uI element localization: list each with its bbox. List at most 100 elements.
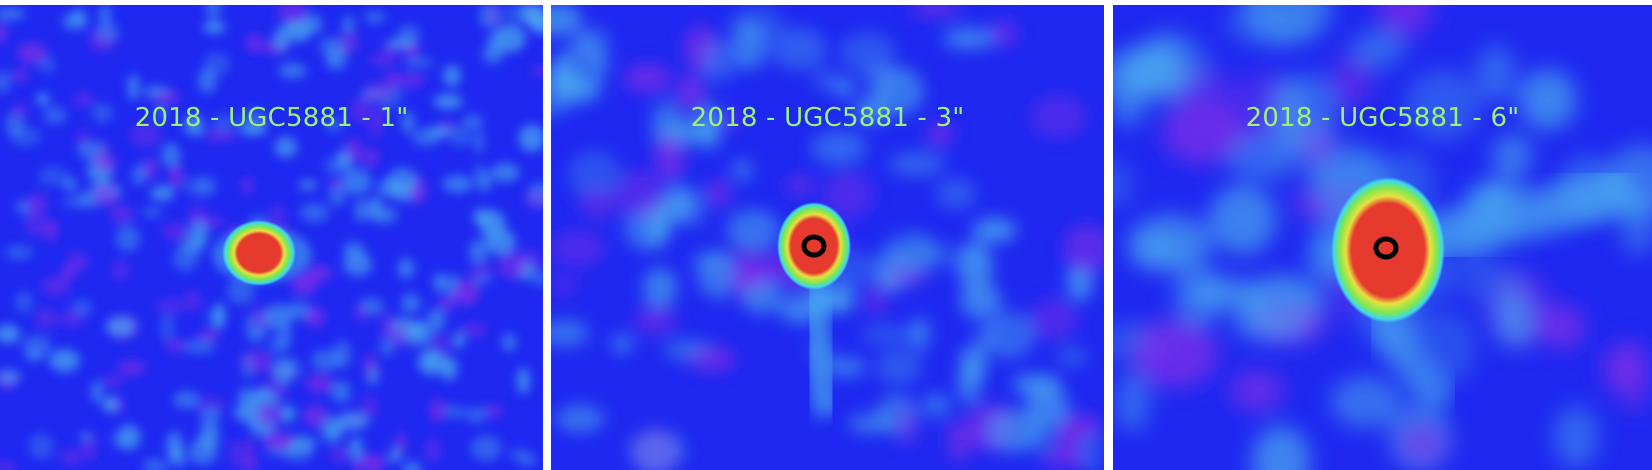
noise-blob-purple <box>1162 101 1243 165</box>
noise-blob-purple <box>909 5 963 18</box>
noise-blob-light <box>335 410 367 432</box>
noise-blob-light <box>281 404 296 423</box>
noise-blob-purple <box>362 148 380 168</box>
noise-blob-light <box>677 187 706 227</box>
noise-blob-light <box>1518 69 1578 131</box>
noise-blob-purple <box>361 395 378 418</box>
noise-blob-purple <box>706 179 732 207</box>
noise-blob-purple <box>738 261 771 288</box>
noise-blob-purple <box>551 276 577 295</box>
noise-blob-purple <box>453 279 480 307</box>
noise-blob-light <box>127 73 140 101</box>
noise-blob-light <box>142 458 168 470</box>
noise-blob-light <box>417 349 446 376</box>
noise-blob-purple <box>394 72 425 88</box>
noise-blob-purple <box>17 42 48 65</box>
noise-blob-purple <box>615 169 665 219</box>
noise-blob-purple <box>151 93 181 105</box>
noise-blob-light <box>10 126 41 147</box>
noise-blob-purple <box>0 460 17 470</box>
noise-blob-purple <box>524 189 543 209</box>
noise-blob-light <box>1025 385 1069 429</box>
noise-blob-purple <box>370 105 388 125</box>
noise-blob-light <box>404 57 435 68</box>
noise-blob-light <box>465 406 487 424</box>
noise-blob-light <box>936 178 977 210</box>
noise-blob-light <box>1233 309 1306 341</box>
noise-blob-light <box>959 344 988 383</box>
noise-blob-light <box>875 349 923 385</box>
noise-blob-light <box>610 333 634 354</box>
noise-blob-purple <box>484 404 503 418</box>
noise-blob-purple <box>352 305 370 323</box>
noise-blob-purple <box>302 264 332 281</box>
noise-blob-light <box>700 39 739 83</box>
noise-blob-light <box>986 409 1042 453</box>
noise-blob-light <box>402 461 422 470</box>
noise-blob-light <box>36 92 51 106</box>
noise-blob-light <box>369 195 382 222</box>
noise-blob-light <box>1128 214 1212 272</box>
noise-blob-light <box>353 198 372 223</box>
noise-blob-light <box>472 129 486 154</box>
noise-blob-light <box>633 431 676 470</box>
noise-blob-light <box>839 31 896 75</box>
noise-blob-light <box>247 331 264 343</box>
noise-blob-purple <box>268 204 287 228</box>
noise-blob-purple <box>262 431 294 451</box>
noise-blob-purple <box>242 439 255 463</box>
noise-blob-purple <box>59 308 85 328</box>
noise-blob-purple <box>654 132 686 181</box>
noise-blob-light <box>728 6 785 42</box>
noise-blob-light <box>91 104 113 123</box>
noise-blob-light <box>1056 347 1088 367</box>
noise-blob-light <box>470 435 502 462</box>
noise-blob-light <box>959 283 1003 319</box>
noise-blob-purple <box>861 284 890 316</box>
noise-blob-purple <box>988 19 1019 47</box>
noise-blob-purple <box>486 5 500 28</box>
noise-blob-light <box>942 27 995 50</box>
noise-blob-light <box>78 431 93 442</box>
noise-blob-light <box>0 324 21 344</box>
noise-blob-light <box>551 57 578 97</box>
noise-blob-light <box>448 125 472 147</box>
noise-blob-light <box>468 239 489 264</box>
noise-blob-purple <box>24 193 48 215</box>
noise-blob-light <box>918 242 960 268</box>
noise-blob-light <box>207 308 226 329</box>
noise-blob-purple <box>1398 420 1447 466</box>
radio-map-image <box>551 5 1104 470</box>
noise-blob-light <box>0 8 26 20</box>
noise-blob-light <box>49 348 80 373</box>
noise-blob-light <box>1114 373 1150 433</box>
noise-blob-light <box>533 270 543 288</box>
noise-blob-light <box>810 130 867 165</box>
noise-blob-light <box>102 396 119 414</box>
noise-blob-light <box>98 5 112 27</box>
noise-blob-purple <box>197 330 221 341</box>
radio-map-image <box>0 5 543 470</box>
noise-blob-purple <box>784 175 816 195</box>
noise-blob-light <box>888 151 946 177</box>
noise-blob-light <box>972 217 1017 243</box>
noise-blob-purple <box>185 290 201 312</box>
noise-blob-purple <box>363 353 377 379</box>
noise-blob-purple <box>675 75 706 111</box>
noise-blob-light <box>298 179 318 191</box>
radio-map-panel-3: 2018 - UGC5881 - 6" <box>1113 5 1652 470</box>
radio-map-panel-2: 2018 - UGC5881 - 3" <box>551 5 1104 470</box>
noise-blob-light <box>272 358 294 385</box>
noise-blob-light <box>274 136 298 158</box>
noise-blob-light <box>184 339 215 355</box>
noise-blob-purple <box>82 435 97 461</box>
noise-blob-light <box>4 245 34 260</box>
noise-blob-purple <box>1616 339 1652 411</box>
noise-blob-light <box>440 356 458 381</box>
noise-blob-purple <box>240 177 254 194</box>
noise-blob-purple <box>578 185 618 221</box>
noise-blob-light <box>1475 44 1516 103</box>
noise-blob-light <box>197 67 218 94</box>
noise-blob-light <box>696 103 723 150</box>
noise-blob-purple <box>394 431 407 454</box>
